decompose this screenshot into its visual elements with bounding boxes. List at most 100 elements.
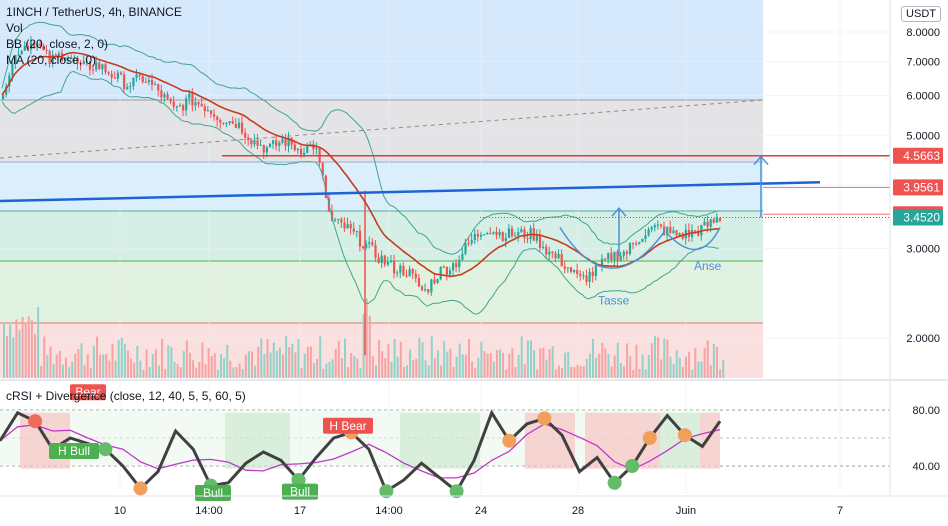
volume-bar xyxy=(582,366,585,378)
signal-badge xyxy=(49,443,99,459)
volume-bar xyxy=(508,353,511,378)
volume-bar xyxy=(716,347,718,378)
candle-body xyxy=(51,54,54,64)
bollinger-lower xyxy=(1,70,719,315)
candle-body xyxy=(358,230,362,247)
volume-bar xyxy=(381,351,384,378)
candle-body xyxy=(414,273,417,278)
candle-body xyxy=(442,266,445,268)
volume-bar xyxy=(46,355,49,378)
candle-body xyxy=(430,279,433,293)
volume-bar xyxy=(526,340,529,378)
divergence-dot xyxy=(28,414,43,429)
candle-body xyxy=(594,265,597,277)
volume-bar xyxy=(399,341,402,378)
divergence-dot xyxy=(379,484,394,499)
volume-bar xyxy=(192,360,195,378)
candle-body xyxy=(616,251,619,261)
candle-body xyxy=(337,218,340,220)
volume-bar xyxy=(585,359,588,378)
candle-body xyxy=(576,270,579,274)
candle-body xyxy=(424,289,427,291)
candle-body xyxy=(225,123,228,125)
volume-bar xyxy=(654,336,656,378)
time-tick-label: 14:00 xyxy=(375,505,403,517)
signal-label: H Bull xyxy=(58,444,90,458)
volume-bar xyxy=(495,350,498,378)
candle-body xyxy=(486,233,489,235)
crsi-signal-line xyxy=(0,423,721,479)
candle-body xyxy=(411,269,414,274)
candle-body xyxy=(182,105,185,111)
candle-body xyxy=(417,277,421,287)
volume-bar xyxy=(195,367,198,378)
price-tick-label: 3.0000 xyxy=(906,244,940,256)
candle-body xyxy=(452,263,455,271)
oscillator-title[interactable]: cRSI + Divergence (close, 12, 40, 5, 5, … xyxy=(6,389,246,403)
candle-body xyxy=(489,233,492,235)
candle-body xyxy=(526,238,529,240)
osc-band-segment xyxy=(20,412,70,469)
candle-body xyxy=(706,221,709,227)
candle-body xyxy=(349,223,352,229)
candle-body xyxy=(399,265,402,273)
candle-body xyxy=(76,57,79,64)
volume-bar xyxy=(511,348,514,378)
volume-bar xyxy=(52,364,55,378)
candle-body xyxy=(36,43,39,47)
signal-badge xyxy=(195,485,231,501)
candle-body xyxy=(641,238,644,242)
volume-bar xyxy=(328,361,331,378)
candle-body xyxy=(64,57,67,61)
volume-bar xyxy=(641,354,644,378)
candle-body xyxy=(262,144,265,153)
indicator-vol[interactable]: Vol xyxy=(6,21,23,35)
candle-body xyxy=(377,257,380,264)
indicator-ma[interactable]: MA (20, close, 0) xyxy=(6,53,97,67)
volume-bar xyxy=(384,357,387,378)
candle-body xyxy=(529,228,532,239)
volume-bar xyxy=(61,364,64,378)
volume-bar xyxy=(483,351,486,378)
volume-bar xyxy=(446,351,449,378)
candle-body xyxy=(67,57,70,59)
candle-body xyxy=(697,230,700,236)
volume-bar xyxy=(148,366,151,378)
candle-body xyxy=(712,219,715,223)
candle-body xyxy=(613,251,616,261)
candle-body xyxy=(455,263,458,268)
volume-bar xyxy=(424,360,427,378)
candle-body xyxy=(389,260,393,262)
candle-body xyxy=(209,110,213,115)
zone-green xyxy=(0,261,763,323)
volume-bar xyxy=(251,351,253,378)
candle-body xyxy=(467,243,470,245)
candle-body xyxy=(396,272,399,274)
volume-bar xyxy=(92,346,95,378)
candle-body xyxy=(492,231,495,234)
candle-body xyxy=(569,267,573,272)
candle-body xyxy=(346,223,349,229)
indicator-bb[interactable]: BB (20, close, 2, 0) xyxy=(6,37,109,51)
candle-body xyxy=(306,145,309,153)
candle-body xyxy=(604,258,607,260)
volume-bar xyxy=(136,345,139,378)
volume-bar xyxy=(703,347,706,378)
volume-bar xyxy=(378,340,381,378)
volume-bar xyxy=(557,365,560,378)
volume-bar xyxy=(99,354,102,378)
volume-bar xyxy=(173,361,176,378)
volume-bar xyxy=(691,369,694,378)
divergence-dot xyxy=(502,433,517,448)
currency-unit-button[interactable]: USDT xyxy=(901,6,941,22)
candle-body xyxy=(296,148,300,151)
candle-body xyxy=(126,86,129,89)
candle-body xyxy=(628,243,632,254)
volume-bar xyxy=(368,315,371,378)
volume-bar xyxy=(77,348,80,378)
candle-body xyxy=(197,102,200,105)
volume-bar xyxy=(220,354,222,378)
volume-bar xyxy=(294,352,297,378)
volume-bar xyxy=(514,366,517,378)
volume-bar xyxy=(269,352,272,378)
